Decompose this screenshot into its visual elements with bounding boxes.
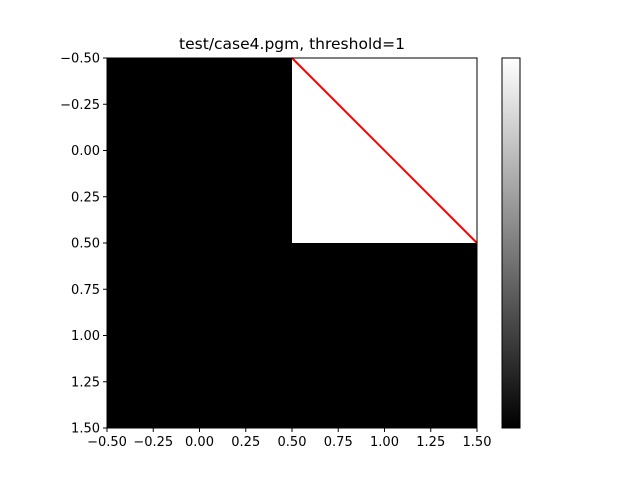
plot-area	[106, 57, 478, 429]
heatmap-cell	[292, 243, 477, 428]
y-tick-label: −0.50	[60, 52, 100, 67]
y-tick-label: 1.25	[71, 375, 100, 390]
x-tick-label: −0.25	[133, 435, 173, 450]
overlay-line	[291, 57, 478, 244]
colorbar-gradient	[501, 57, 521, 429]
x-tick-label: −0.50	[87, 435, 127, 450]
y-tick-label: −0.25	[60, 98, 100, 113]
x-axis: −0.50 −0.25 0.00 0.25 0.50 0.75 1.00 1.25 1.50	[87, 428, 491, 450]
x-tick-label: 0.25	[231, 435, 260, 450]
y-tick-label: 1.50	[71, 422, 100, 437]
x-tick-label: 0.50	[278, 435, 307, 450]
heatmap-cell	[107, 243, 292, 428]
y-tick-label: 1.00	[71, 329, 100, 344]
y-tick-label: 0.75	[71, 283, 100, 298]
heatmap-cell	[107, 58, 292, 243]
x-tick-label: 1.25	[416, 435, 445, 450]
x-tick-label: 1.00	[370, 435, 399, 450]
y-tick-label: 0.50	[71, 237, 100, 252]
colorbar	[501, 57, 521, 429]
x-tick-label: 0.00	[185, 435, 214, 450]
x-tick-label: 1.50	[463, 435, 492, 450]
chart-title: test/case4.pgm, threshold=1	[179, 35, 405, 53]
y-tick-label: 0.25	[71, 190, 100, 205]
y-axis: −0.50 −0.25 0.00 0.25 0.50 0.75 1.00 1.25 1.50	[60, 52, 107, 437]
y-tick-label: 0.00	[71, 144, 100, 159]
x-tick-label: 0.75	[324, 435, 353, 450]
